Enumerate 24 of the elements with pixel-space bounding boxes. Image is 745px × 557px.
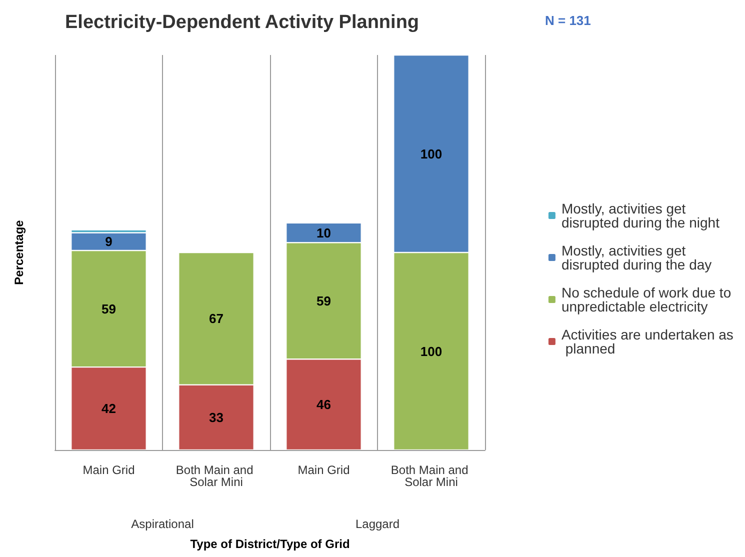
data-label: 59 (316, 293, 331, 308)
text: Laggard (355, 517, 400, 531)
x-tick-label: Both Main and Solar Mini (390, 463, 472, 489)
legend-label: Mostly, activities get disrupted during the day (561, 242, 712, 272)
data-label: 100 (420, 146, 442, 162)
chart-title: Electricity-Dependent Activity Planning (65, 12, 420, 33)
data-label: 42 (102, 401, 116, 416)
legend-label: No schedule of work due to unpredictable electricity (561, 284, 736, 314)
y-axis-title: Percentage (12, 220, 26, 285)
data-label: 10 (316, 225, 331, 240)
legend-label: Mostly, activities get disrupted during the night (561, 200, 720, 230)
x-tick-label: Main Grid (298, 463, 350, 477)
x-tick-label: Main Grid (82, 463, 135, 477)
data-label: 46 (316, 397, 331, 412)
legend-label: Activities are undertaken as planned (561, 326, 734, 356)
text: Aspirational (131, 517, 194, 531)
x-axis-title: Type of District/Type of Grid (190, 537, 350, 551)
text: N = 131 (545, 13, 591, 28)
data-label: 59 (102, 301, 116, 316)
data-label: 33 (209, 410, 224, 425)
x-tick-label: Both Main and Solar Mini (176, 463, 257, 489)
data-label: 67 (209, 311, 224, 326)
data-label: 100 (420, 344, 442, 359)
data-label: 9 (105, 234, 112, 250)
